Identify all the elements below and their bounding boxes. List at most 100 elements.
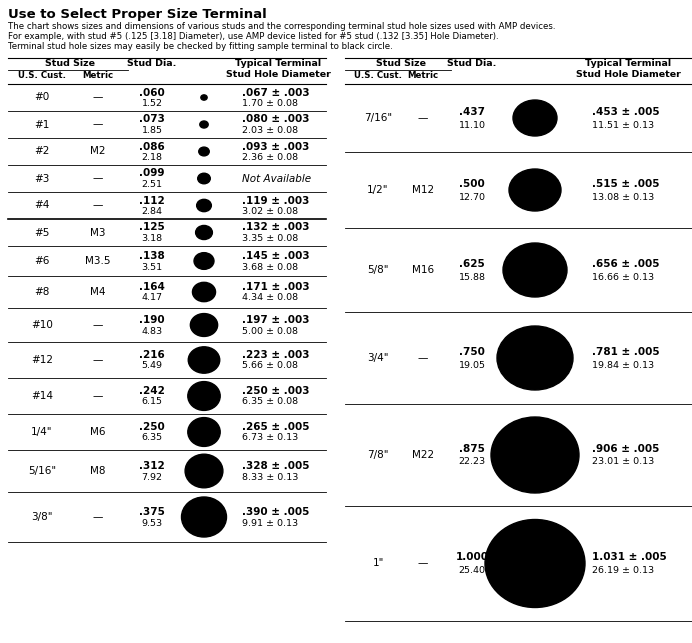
Text: 7.92: 7.92: [141, 473, 163, 482]
Text: 1/2": 1/2": [367, 185, 389, 195]
Text: 13.08 ± 0.13: 13.08 ± 0.13: [592, 192, 654, 201]
Text: 3.02 ± 0.08: 3.02 ± 0.08: [242, 207, 298, 216]
Text: .223 ± .003: .223 ± .003: [242, 350, 309, 360]
Text: Not Available: Not Available: [242, 174, 311, 183]
Text: M3: M3: [90, 228, 106, 237]
Text: 5.00 ± 0.08: 5.00 ± 0.08: [242, 327, 298, 336]
Text: Typical Terminal
Stud Hole Diameter: Typical Terminal Stud Hole Diameter: [576, 59, 680, 80]
Text: .906 ± .005: .906 ± .005: [592, 444, 659, 454]
Ellipse shape: [185, 454, 223, 488]
Text: 5/8": 5/8": [367, 265, 389, 275]
Text: M3.5: M3.5: [85, 256, 111, 266]
Text: —: —: [93, 391, 103, 401]
Text: For example, with stud #5 (.125 [3.18] Diameter), use AMP device listed for #5 s: For example, with stud #5 (.125 [3.18] D…: [8, 32, 499, 41]
Text: The chart shows sizes and dimensions of various studs and the corresponding term: The chart shows sizes and dimensions of …: [8, 22, 556, 31]
Text: Stud Size: Stud Size: [376, 59, 426, 68]
Text: 3/8": 3/8": [31, 512, 53, 522]
Text: U.S. Cust.: U.S. Cust.: [354, 71, 402, 80]
Text: M6: M6: [90, 427, 106, 437]
Text: 2.51: 2.51: [141, 180, 163, 189]
Text: —: —: [93, 320, 103, 330]
Text: #2: #2: [35, 147, 50, 156]
Text: 12.70: 12.70: [459, 192, 486, 201]
Text: .164: .164: [139, 282, 165, 292]
Ellipse shape: [188, 381, 220, 410]
Text: 4.17: 4.17: [141, 293, 163, 302]
Text: #4: #4: [35, 201, 50, 210]
Text: .099: .099: [139, 168, 165, 179]
Text: .781 ± .005: .781 ± .005: [592, 347, 659, 357]
Text: 2.18: 2.18: [141, 153, 163, 162]
Text: 5.66 ± 0.08: 5.66 ± 0.08: [242, 361, 298, 370]
Text: M2: M2: [90, 147, 106, 156]
Text: .125: .125: [139, 222, 165, 233]
Text: 16.66 ± 0.13: 16.66 ± 0.13: [592, 273, 654, 282]
Ellipse shape: [181, 497, 226, 537]
Text: 2.84: 2.84: [141, 207, 163, 216]
Ellipse shape: [485, 520, 585, 608]
Text: #0: #0: [35, 93, 50, 102]
Text: 9.91 ± 0.13: 9.91 ± 0.13: [242, 518, 298, 527]
Text: —: —: [93, 174, 103, 183]
Text: M4: M4: [90, 287, 106, 297]
Text: —: —: [418, 353, 428, 363]
Text: .250: .250: [139, 422, 165, 432]
Ellipse shape: [201, 95, 207, 100]
Text: .067 ± .003: .067 ± .003: [242, 87, 309, 98]
Text: Terminal stud hole sizes may easily be checked by fitting sample terminal to bla: Terminal stud hole sizes may easily be c…: [8, 42, 393, 51]
Ellipse shape: [197, 199, 211, 212]
Text: Use to Select Proper Size Terminal: Use to Select Proper Size Terminal: [8, 8, 266, 21]
Text: 6.15: 6.15: [141, 397, 163, 406]
Text: .750: .750: [459, 347, 485, 357]
Text: 25.40: 25.40: [459, 566, 486, 575]
Text: .080 ± .003: .080 ± .003: [242, 114, 309, 125]
Text: #6: #6: [35, 256, 50, 266]
Ellipse shape: [200, 121, 208, 128]
Text: M8: M8: [90, 466, 106, 476]
Text: .453 ± .005: .453 ± .005: [592, 107, 659, 117]
Ellipse shape: [192, 282, 215, 302]
Text: #3: #3: [35, 174, 50, 183]
Text: 3/4": 3/4": [367, 353, 389, 363]
Text: 8.33 ± 0.13: 8.33 ± 0.13: [242, 473, 298, 482]
Text: .515 ± .005: .515 ± .005: [592, 179, 659, 189]
Text: Stud Size: Stud Size: [45, 59, 95, 68]
Text: #8: #8: [35, 287, 50, 297]
Text: —: —: [93, 93, 103, 102]
Text: 3.18: 3.18: [141, 234, 163, 243]
Text: 5.49: 5.49: [141, 361, 163, 370]
Text: 6.35 ± 0.08: 6.35 ± 0.08: [242, 397, 298, 406]
Text: U.S. Cust.: U.S. Cust.: [18, 71, 66, 80]
Text: .500: .500: [459, 179, 485, 189]
Text: .390 ± .005: .390 ± .005: [242, 507, 309, 517]
Text: —: —: [93, 201, 103, 210]
Text: .086: .086: [139, 141, 165, 152]
Text: 7/8": 7/8": [367, 450, 389, 460]
Text: 19.05: 19.05: [459, 361, 486, 370]
Ellipse shape: [503, 243, 567, 297]
Ellipse shape: [497, 326, 573, 390]
Ellipse shape: [491, 417, 579, 493]
Text: 26.19 ± 0.13: 26.19 ± 0.13: [592, 566, 654, 575]
Text: —: —: [93, 120, 103, 129]
Text: —: —: [418, 113, 428, 123]
Text: 11.51 ± 0.13: 11.51 ± 0.13: [592, 120, 654, 129]
Text: 4.83: 4.83: [141, 327, 163, 336]
Text: 1.031 ± .005: 1.031 ± .005: [592, 552, 667, 563]
Text: 3.68 ± 0.08: 3.68 ± 0.08: [242, 262, 298, 271]
Text: M16: M16: [412, 265, 434, 275]
Text: #14: #14: [31, 391, 53, 401]
Text: 3.35 ± 0.08: 3.35 ± 0.08: [242, 234, 298, 243]
Text: 1.85: 1.85: [141, 126, 163, 135]
Text: #10: #10: [31, 320, 53, 330]
Text: 2.36 ± 0.08: 2.36 ± 0.08: [242, 153, 298, 162]
Text: M12: M12: [412, 185, 434, 195]
Text: .216: .216: [139, 350, 165, 360]
Text: .375: .375: [139, 507, 165, 517]
Text: .328 ± .005: .328 ± .005: [242, 461, 309, 471]
Ellipse shape: [190, 314, 218, 336]
Text: .250 ± .003: .250 ± .003: [242, 386, 309, 396]
Text: .093 ± .003: .093 ± .003: [242, 141, 309, 152]
Text: 9.53: 9.53: [141, 518, 163, 527]
Text: #12: #12: [31, 355, 53, 365]
